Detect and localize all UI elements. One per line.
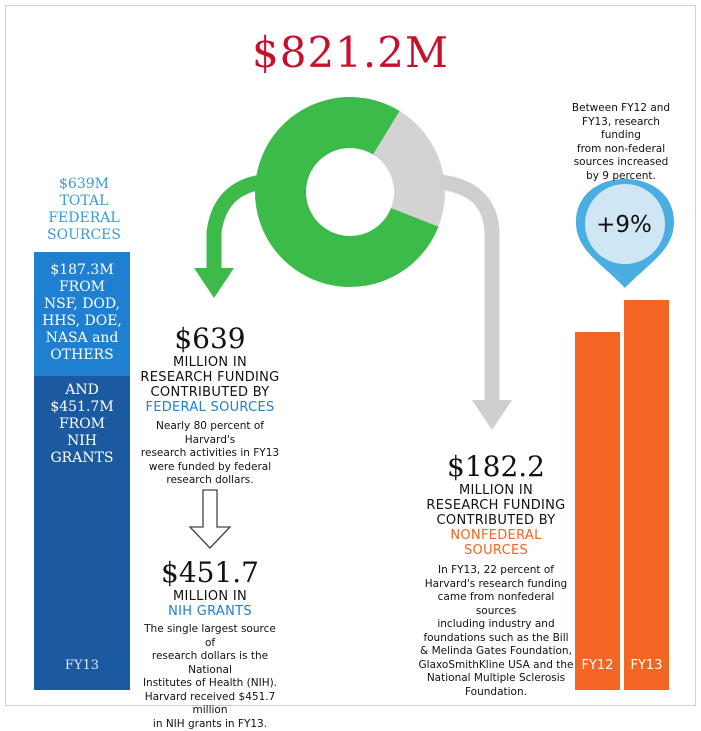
growth-note: Between FY12 and FY13, research funding …	[566, 102, 676, 183]
federal-nih-l2: NIH	[34, 433, 130, 450]
nih-down-arrow	[190, 490, 230, 548]
growth-note-5: by 9 percent.	[566, 170, 676, 184]
nonfederal-block: $182.2 MILLION IN RESEARCH FUNDING CONTR…	[416, 450, 576, 699]
nih-d5: in NIH grants in FY13.	[140, 718, 280, 731]
nih-d3: Institutes of Health (NIH).	[140, 677, 280, 691]
federal-l3: CONTRIBUTED BY	[140, 385, 280, 400]
federal-block: $639 MILLION IN RESEARCH FUNDING CONTRIB…	[140, 322, 280, 488]
nonfederal-l5: SOURCES	[416, 543, 576, 558]
bar-fy13	[624, 300, 669, 690]
federal-nih-l1: FROM	[34, 416, 130, 433]
nonfederal-d7: GlaxoSmithKline USA and the	[416, 659, 576, 673]
nonfederal-d9: Foundation.	[416, 686, 576, 700]
nih-block: $451.7 MILLION IN NIH GRANTS The single …	[140, 556, 280, 731]
federal-l1: MILLION IN	[140, 355, 280, 370]
nonfederal-l1: MILLION IN	[416, 483, 576, 498]
federal-nih-l0: AND	[34, 382, 130, 399]
nonfederal-l4: NONFEDERAL	[416, 528, 576, 543]
nonfederal-d6: & Melinda Gates Foundation,	[416, 645, 576, 659]
nonfederal-arrowhead	[472, 400, 512, 430]
federal-other-value: $187.3M	[34, 262, 130, 279]
federal-nih-value: $451.7M	[34, 399, 130, 416]
federal-total-label: $639M TOTAL FEDERAL SOURCES	[34, 176, 134, 244]
federal-l4: FEDERAL SOURCES	[140, 400, 280, 415]
federal-nih-l3: GRANTS	[34, 450, 130, 467]
bar-label-fy13: FY13	[624, 658, 669, 673]
nih-l1: MILLION IN	[140, 589, 280, 604]
nonfederal-d5: foundations such as the Bill	[416, 632, 576, 646]
nih-amount: $451.7	[140, 556, 280, 589]
federal-d1: Nearly 80 percent of Harvard's	[140, 420, 280, 447]
federal-other-l1: FROM	[34, 279, 130, 296]
nonfederal-d3: came from nonfederal sources	[416, 591, 576, 618]
nonfederal-amount: $182.2	[416, 450, 576, 483]
growth-note-4: sources increased	[566, 156, 676, 170]
federal-other-l3: HHS, DOE,	[34, 313, 130, 330]
nonfederal-arrow	[440, 182, 492, 400]
federal-d3: were funded by federal	[140, 461, 280, 475]
federal-amount: $639	[140, 322, 280, 355]
federal-arrowhead	[194, 268, 234, 298]
nonfederal-l2: RESEARCH FUNDING	[416, 498, 576, 513]
federal-fy-label: FY13	[34, 658, 130, 673]
growth-note-3: from non-federal	[566, 143, 676, 157]
federal-total-l2: FEDERAL	[34, 210, 134, 227]
nonfederal-d8: National Multiple Sclerosis	[416, 672, 576, 686]
donut-slices	[255, 97, 445, 287]
federal-other-l2: NSF, DOD,	[34, 296, 130, 313]
nih-l2: NIH GRANTS	[140, 604, 280, 619]
growth-note-2: FY13, research funding	[566, 116, 676, 143]
federal-d4: research dollars.	[140, 474, 280, 488]
nih-d1: The single largest source of	[140, 623, 280, 650]
nih-d2: research dollars is the National	[140, 650, 280, 677]
growth-note-1: Between FY12 and	[566, 102, 676, 116]
federal-d2: research activities in FY13	[140, 447, 280, 461]
nonfederal-d4: including industry and	[416, 618, 576, 632]
nonfederal-d2: Harvard's research funding	[416, 578, 576, 592]
federal-total-l1: TOTAL	[34, 193, 134, 210]
bar-label-fy12: FY12	[575, 658, 620, 673]
federal-other-l4: NASA and	[34, 330, 130, 347]
federal-other-l5: OTHERS	[34, 347, 130, 364]
nonfederal-l3: CONTRIBUTED BY	[416, 513, 576, 528]
nih-d4: Harvard received $451.7 million	[140, 691, 280, 718]
nonfederal-d1: In FY13, 22 percent of	[416, 564, 576, 578]
federal-nih-text: AND $451.7M FROM NIH GRANTS	[34, 382, 130, 467]
federal-total-l3: SOURCES	[34, 227, 134, 244]
federal-l2: RESEARCH FUNDING	[140, 370, 280, 385]
bar-fy12	[575, 332, 620, 690]
growth-badge: +9%	[574, 212, 674, 238]
federal-arrow	[214, 182, 262, 270]
federal-other-text: $187.3M FROM NSF, DOD, HHS, DOE, NASA an…	[34, 262, 130, 364]
federal-total-value: $639M	[34, 176, 134, 193]
